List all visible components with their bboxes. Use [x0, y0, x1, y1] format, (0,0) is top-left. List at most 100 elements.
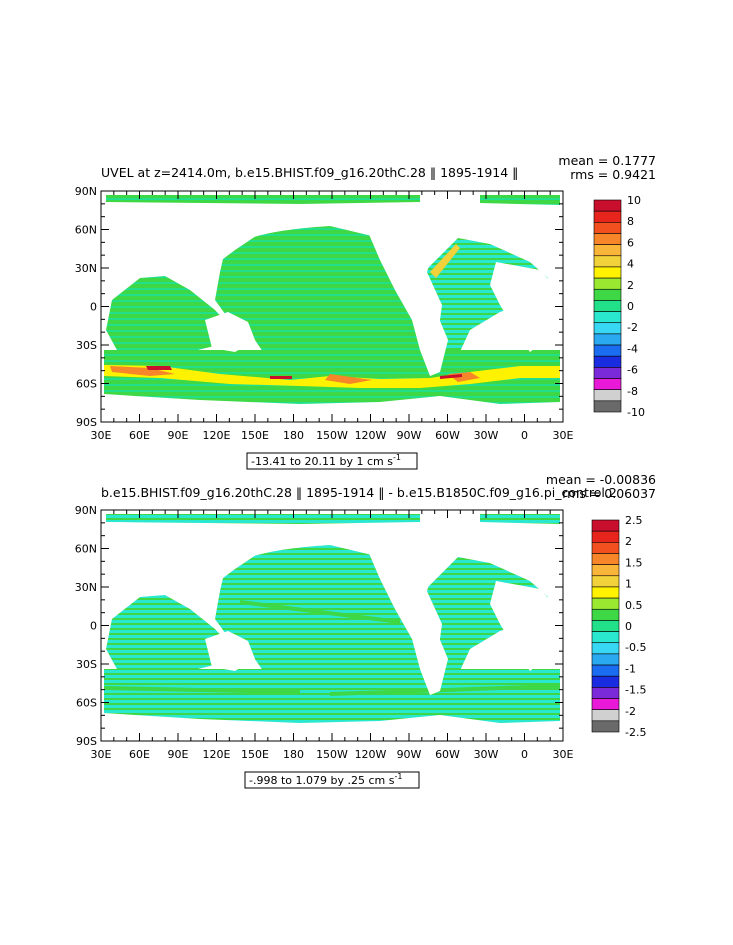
panel-1-land-americas [368, 204, 448, 376]
x-tick-label: 120E [203, 429, 231, 442]
y-tick-label: 90S [76, 416, 97, 429]
panel-2-rms: rms = 0.06037 [562, 486, 656, 501]
panel-1-land-eurasia [101, 203, 300, 290]
panel-1-rms: rms = 0.9421 [570, 167, 656, 182]
colorbar-label: -10 [627, 406, 645, 419]
colorbar-label: -4 [627, 342, 638, 355]
panel-1-range-text: -13.41 to 20.11 by 1 cm s [251, 455, 393, 468]
colorbar-swatch [591, 709, 620, 722]
colorbar-swatch [591, 720, 620, 733]
panel-2-range-text: -.998 to 1.079 by .25 cm s [249, 774, 395, 787]
x-tick-label: 30W [474, 748, 499, 761]
colorbar-label: 4 [627, 258, 634, 271]
panel-1-land-africa [490, 262, 560, 352]
colorbar-label: 1.5 [625, 556, 643, 569]
x-tick-label: 150E [241, 429, 269, 442]
svg-text:-.998 to 1.079 by .25 cm s-1: -.998 to 1.079 by .25 cm s-1 [249, 772, 402, 787]
panel-1-range-exp: -1 [393, 453, 401, 462]
x-tick-label: 30E [553, 748, 574, 761]
panel-2-land-africa [490, 581, 560, 671]
colorbar-swatch [591, 675, 620, 688]
y-tick-label: 60S [76, 697, 97, 710]
x-tick-label: 30E [91, 429, 112, 442]
y-tick-label: 60N [75, 543, 97, 556]
panel-1-range-box: -13.41 to 20.11 by 1 cm s-1 [246, 452, 418, 470]
colorbar-swatch [593, 266, 622, 279]
colorbar-swatch [593, 367, 622, 379]
panel-2-land-americas [368, 523, 448, 695]
colorbar-swatch [591, 642, 620, 655]
x-tick-label: 60W [435, 429, 460, 442]
panel-2-range-box: -.998 to 1.079 by .25 cm s-1 [244, 771, 420, 789]
panel-2: mean = -0.00836 rms = 0.06037 b.e15.BHIS… [75, 472, 656, 789]
colorbar-swatch [591, 575, 620, 588]
colorbar-label: -0.5 [625, 641, 646, 654]
panel-2-range-exp: -1 [394, 772, 402, 781]
colorbar-label: -2 [627, 321, 638, 334]
panel-2-land-eurasia [101, 522, 300, 609]
colorbar-label: 2 [627, 279, 634, 292]
panel-2-southern-ocean [104, 669, 560, 723]
colorbar-swatch [593, 222, 622, 234]
panel-2-indian [106, 595, 232, 675]
colorbar-swatch [593, 210, 622, 223]
colorbar-swatch [591, 620, 620, 632]
colorbar-swatch [591, 564, 620, 577]
colorbar-swatch [593, 344, 622, 357]
colorbar-swatch [591, 530, 620, 543]
panel-1-indian [106, 276, 232, 356]
colorbar-label: 0 [625, 620, 632, 633]
panel-2-land-australia [205, 631, 255, 671]
panel-2-map [100, 509, 564, 742]
x-tick-label: 60E [129, 748, 150, 761]
panel-1-mean: mean = 0.1777 [558, 153, 656, 168]
y-tick-label: 60N [75, 224, 97, 237]
panel-2-axes: 30E 60E 90E 120E 150E 180 150W 120W 90W 60W 30W 0 30… [75, 504, 574, 761]
y-tick-label: 30S [76, 658, 97, 671]
panel-1-land-australia [205, 312, 255, 352]
colorbar-swatch [591, 586, 620, 599]
colorbar-label: 1 [625, 578, 632, 591]
x-tick-label: 90W [397, 748, 422, 761]
colorbar-label: 0.5 [625, 599, 643, 612]
y-tick-label: 30N [75, 581, 97, 594]
x-tick-label: 180 [283, 748, 304, 761]
colorbar-label: 2.5 [625, 514, 643, 527]
colorbar-swatch [593, 400, 622, 413]
colorbar-swatch [593, 288, 622, 301]
x-tick-label: 60E [129, 429, 150, 442]
x-tick-label: 0 [521, 748, 528, 761]
panel-2-mean: mean = -0.00836 [546, 472, 656, 487]
x-tick-label: 150W [316, 429, 348, 442]
x-tick-label: 180 [283, 429, 304, 442]
x-tick-label: 30E [91, 748, 112, 761]
colorbar-swatch [591, 631, 620, 644]
colorbar-swatch [593, 322, 622, 335]
colorbar-swatch [593, 255, 622, 268]
colorbar-label: 6 [627, 236, 634, 249]
colorbar-swatch [591, 553, 620, 565]
x-tick-label: 120E [203, 748, 231, 761]
y-tick-label: 30S [76, 339, 97, 352]
colorbar-label: 2 [625, 535, 632, 548]
panel-2-arctic-band [106, 514, 560, 524]
panel-1-colorbar: 10 8 6 4 2 0 -2 -4 -6 -8 -10 [593, 194, 645, 419]
colorbar-swatch [593, 355, 622, 368]
x-tick-label: 120W [355, 748, 387, 761]
x-tick-label: 60W [435, 748, 460, 761]
y-tick-label: 30N [75, 262, 97, 275]
colorbar-label: -2.5 [625, 726, 646, 739]
colorbar-swatch [591, 519, 620, 532]
x-tick-label: 90E [168, 429, 189, 442]
panel-1-title: UVEL at z=2414.0m, b.e15.BHIST.f09_g16.2… [101, 165, 518, 180]
y-tick-label: 60S [76, 378, 97, 391]
y-tick-label: 90S [76, 735, 97, 748]
colorbar-swatch [591, 698, 620, 710]
colorbar-swatch [593, 277, 622, 290]
panel-1-map [100, 190, 564, 423]
y-tick-label: 0 [90, 301, 97, 314]
colorbar-label: 0 [627, 300, 634, 313]
colorbar-swatch [591, 608, 620, 621]
colorbar-label: 8 [627, 215, 634, 228]
